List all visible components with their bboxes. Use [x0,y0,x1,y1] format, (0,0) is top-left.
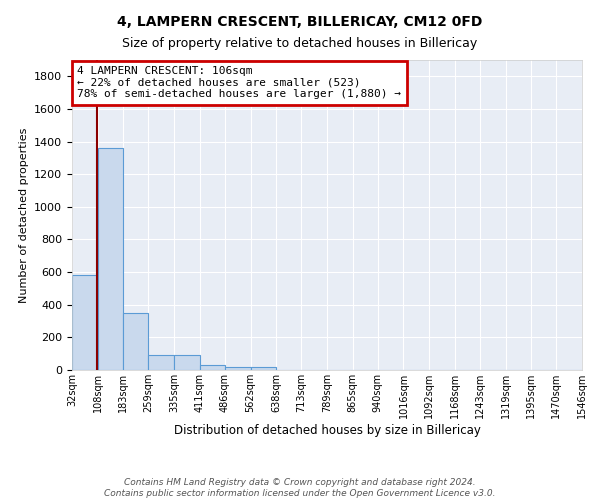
Bar [123,313,148,370]
Text: 4 LAMPERN CRESCENT: 106sqm
← 22% of detached houses are smaller (523)
78% of sem: 4 LAMPERN CRESCENT: 106sqm ← 22% of deta… [77,66,401,100]
Bar [98,148,123,370]
Text: Contains HM Land Registry data © Crown copyright and database right 2024.
Contai: Contains HM Land Registry data © Crown c… [104,478,496,498]
Bar [225,366,251,370]
Bar [251,366,276,370]
Bar [148,354,174,370]
Text: 4, LAMPERN CRESCENT, BILLERICAY, CM12 0FD: 4, LAMPERN CRESCENT, BILLERICAY, CM12 0F… [118,15,482,29]
Bar [200,365,225,370]
Bar [72,276,98,370]
X-axis label: Distribution of detached houses by size in Billericay: Distribution of detached houses by size … [173,424,481,436]
Text: Size of property relative to detached houses in Billericay: Size of property relative to detached ho… [122,38,478,51]
Bar [174,354,200,370]
Y-axis label: Number of detached properties: Number of detached properties [19,128,29,302]
